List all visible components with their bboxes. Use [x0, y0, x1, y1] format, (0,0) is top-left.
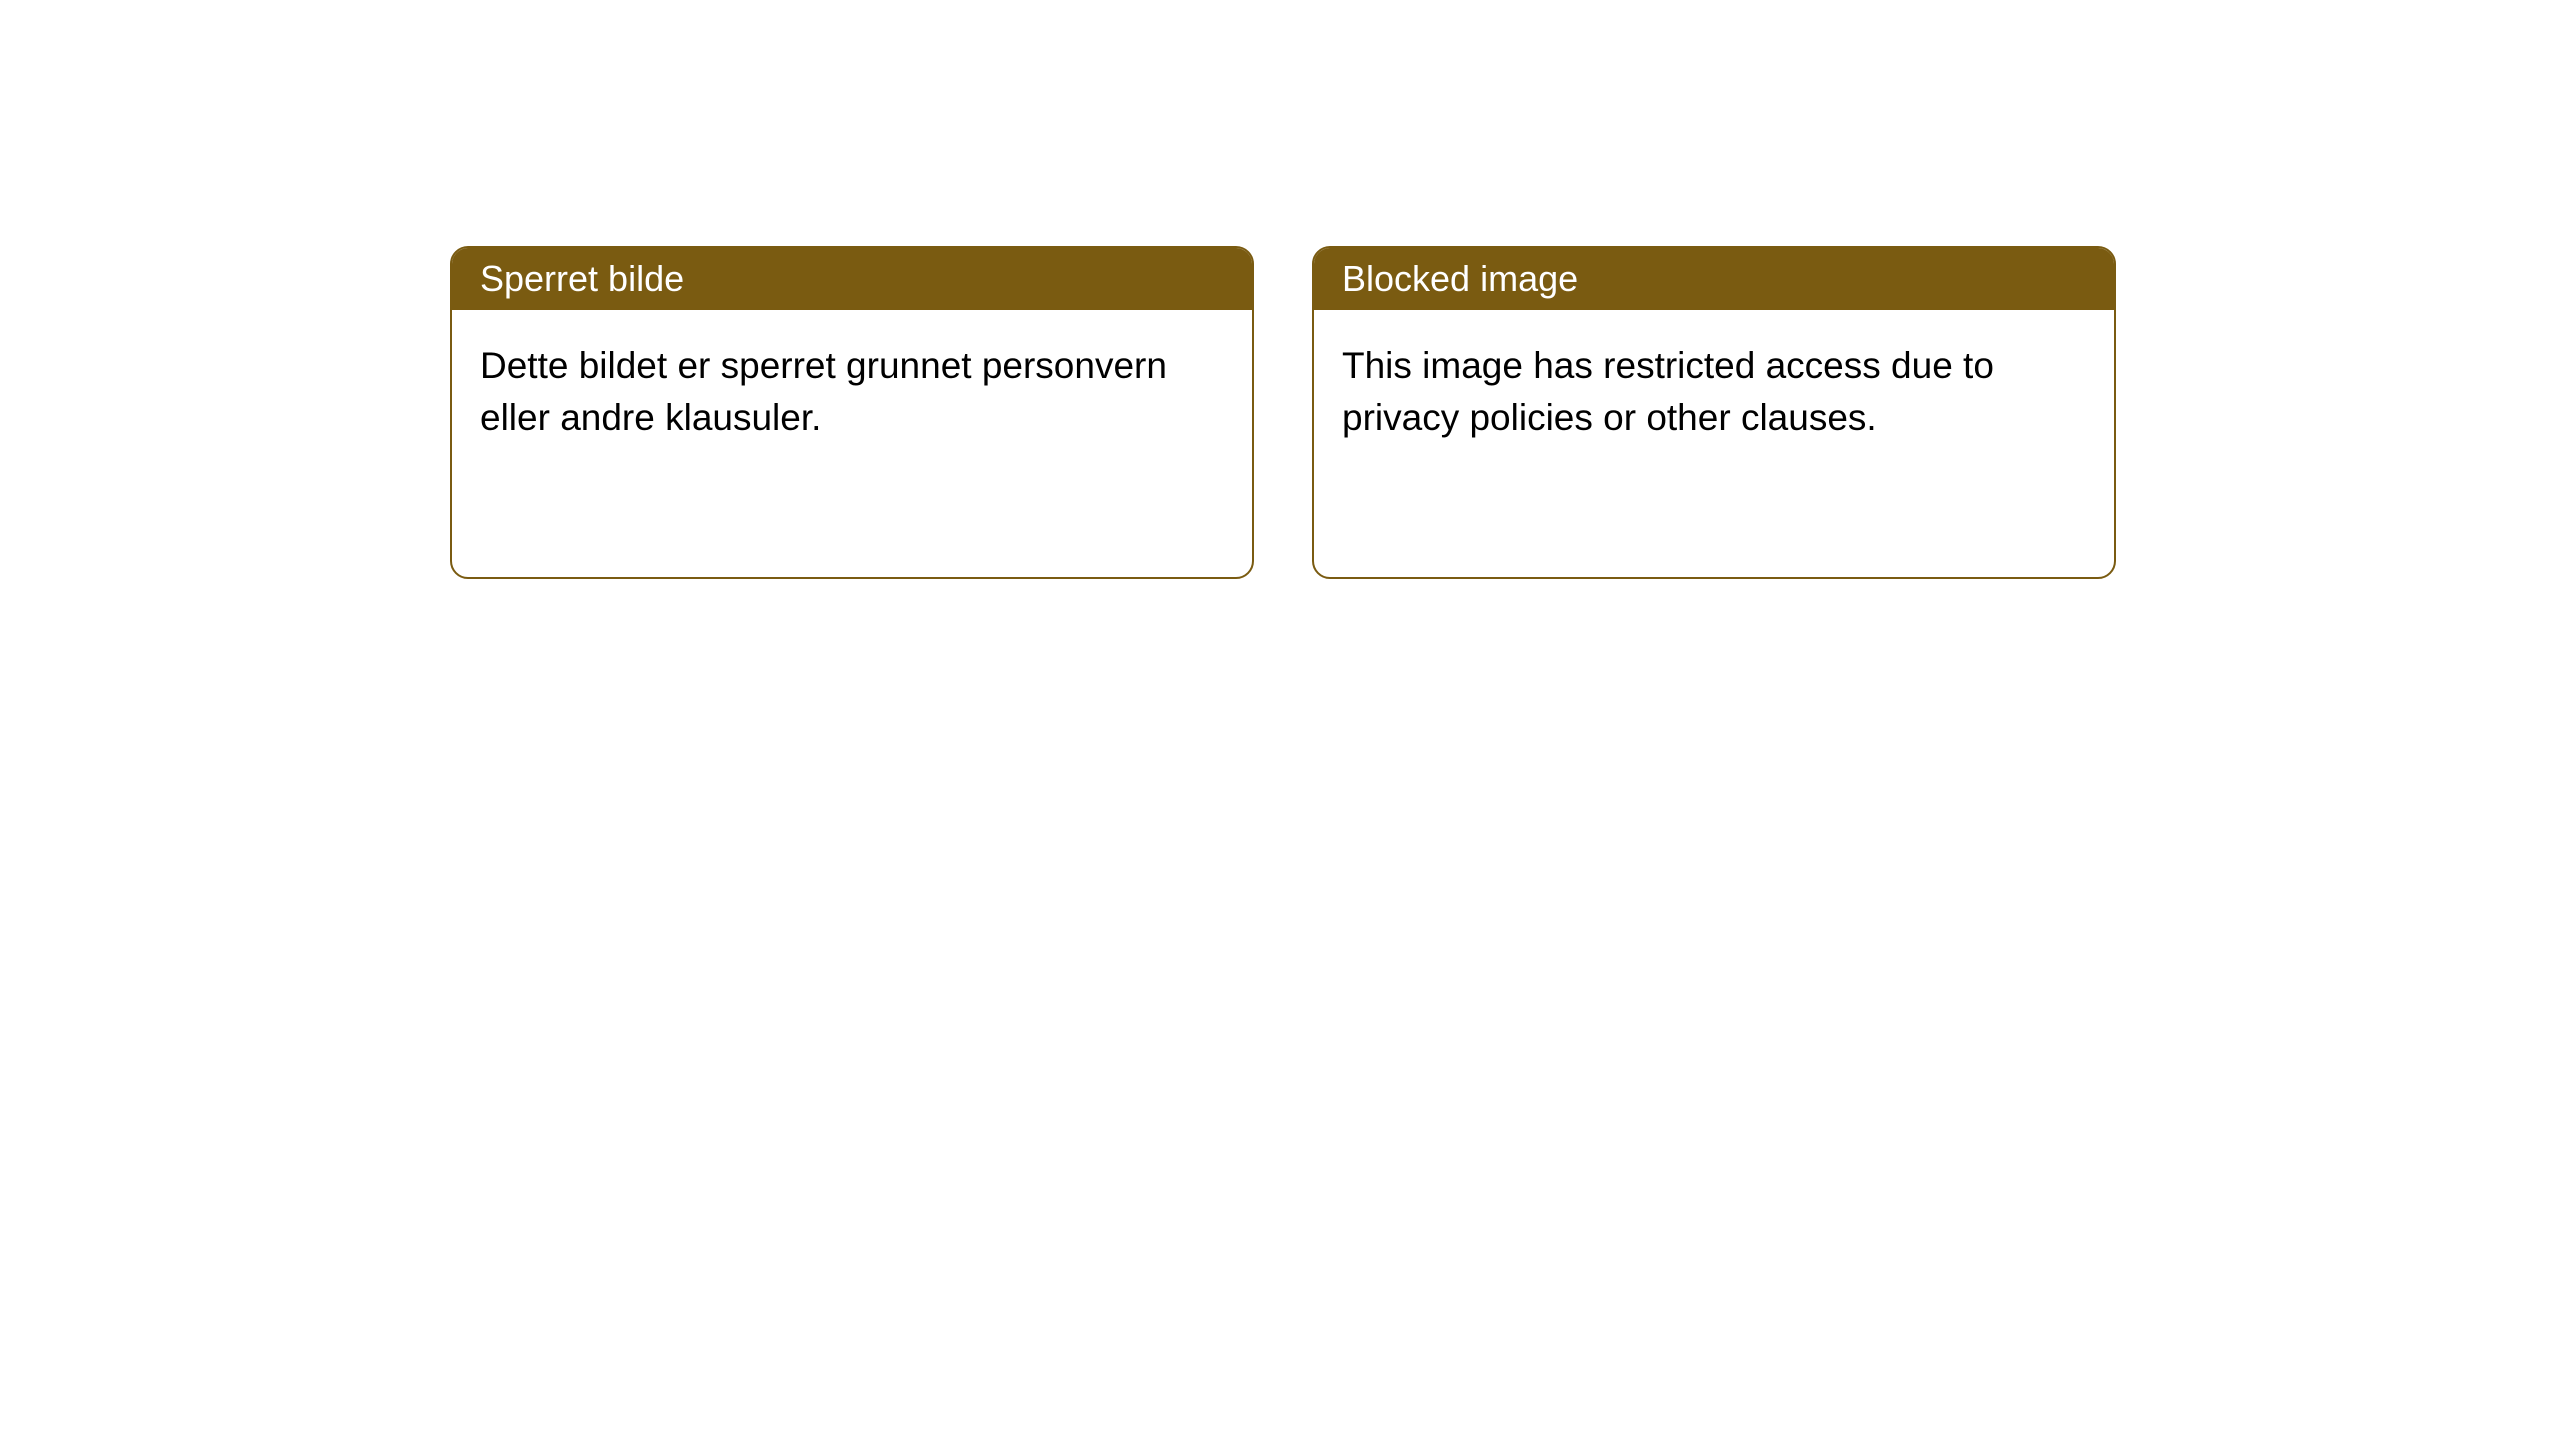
card-body-text: Dette bildet er sperret grunnet personve… — [480, 345, 1167, 438]
card-header: Blocked image — [1314, 248, 2114, 310]
card-header: Sperret bilde — [452, 248, 1252, 310]
card-body: Dette bildet er sperret grunnet personve… — [452, 310, 1252, 474]
blocked-image-card-norwegian: Sperret bilde Dette bildet er sperret gr… — [450, 246, 1254, 579]
card-title: Sperret bilde — [480, 258, 684, 299]
card-body-text: This image has restricted access due to … — [1342, 345, 1994, 438]
cards-container: Sperret bilde Dette bildet er sperret gr… — [0, 0, 2560, 579]
card-title: Blocked image — [1342, 258, 1578, 299]
blocked-image-card-english: Blocked image This image has restricted … — [1312, 246, 2116, 579]
card-body: This image has restricted access due to … — [1314, 310, 2114, 474]
